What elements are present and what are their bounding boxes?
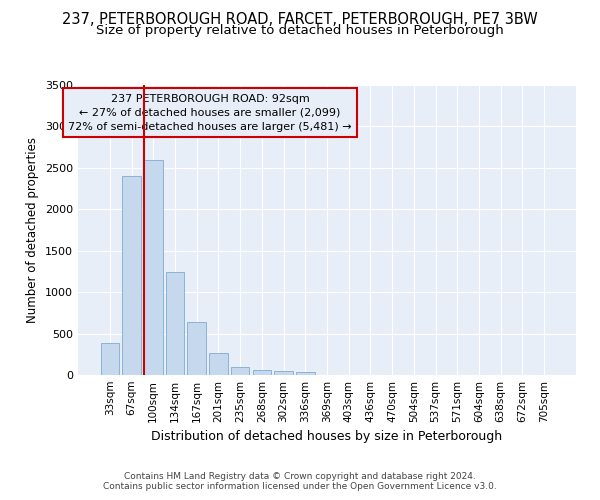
Bar [122, 176, 141, 375]
Bar [274, 371, 293, 375]
Text: 237 PETERBOROUGH ROAD: 92sqm
← 27% of detached houses are smaller (2,099)
72% of: 237 PETERBOROUGH ROAD: 92sqm ← 27% of de… [68, 94, 352, 132]
Text: Contains public sector information licensed under the Open Government Licence v3: Contains public sector information licen… [103, 482, 497, 491]
Text: Size of property relative to detached houses in Peterborough: Size of property relative to detached ho… [96, 24, 504, 37]
Text: Contains HM Land Registry data © Crown copyright and database right 2024.: Contains HM Land Registry data © Crown c… [124, 472, 476, 481]
Y-axis label: Number of detached properties: Number of detached properties [26, 137, 40, 323]
Text: 237, PETERBOROUGH ROAD, FARCET, PETERBOROUGH, PE7 3BW: 237, PETERBOROUGH ROAD, FARCET, PETERBOR… [62, 12, 538, 28]
Bar [144, 160, 163, 375]
Bar [253, 370, 271, 375]
Bar [231, 367, 250, 375]
Bar [101, 342, 119, 375]
Bar [296, 372, 314, 375]
Bar [209, 354, 227, 375]
Bar [187, 322, 206, 375]
Bar [166, 272, 184, 375]
X-axis label: Distribution of detached houses by size in Peterborough: Distribution of detached houses by size … [151, 430, 503, 444]
